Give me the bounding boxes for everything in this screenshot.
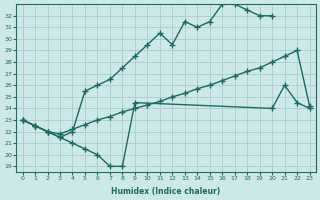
X-axis label: Humidex (Indice chaleur): Humidex (Indice chaleur) <box>111 187 221 196</box>
